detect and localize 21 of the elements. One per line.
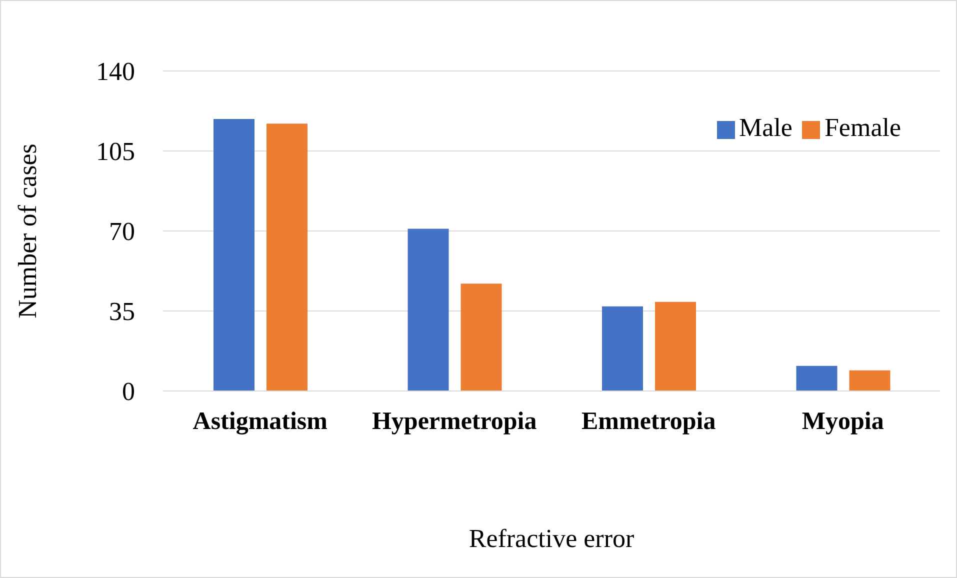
y-tick-label: 35 <box>109 297 135 326</box>
y-axis-title: Number of cases <box>13 144 42 318</box>
bar <box>408 228 449 391</box>
y-tick-label: 0 <box>122 377 135 406</box>
x-axis-title: Refractive error <box>468 524 634 553</box>
bar <box>460 284 502 391</box>
bar <box>214 119 255 391</box>
bar <box>602 306 644 391</box>
y-tick-label: 70 <box>109 217 135 246</box>
bar <box>266 124 308 391</box>
x-tick-label: Myopia <box>802 408 884 435</box>
legend-label: Female <box>824 113 901 142</box>
legend-label: Male <box>739 113 792 142</box>
x-tick-label: Hypermetropia <box>372 408 538 435</box>
x-tick-label: Astigmatism <box>192 408 328 435</box>
bar <box>655 302 696 391</box>
bar <box>849 370 890 391</box>
x-tick-label: Emmetropia <box>582 408 716 435</box>
y-tick-label: 105 <box>96 137 135 166</box>
y-tick-label: 140 <box>96 57 135 86</box>
bar <box>796 366 838 391</box>
